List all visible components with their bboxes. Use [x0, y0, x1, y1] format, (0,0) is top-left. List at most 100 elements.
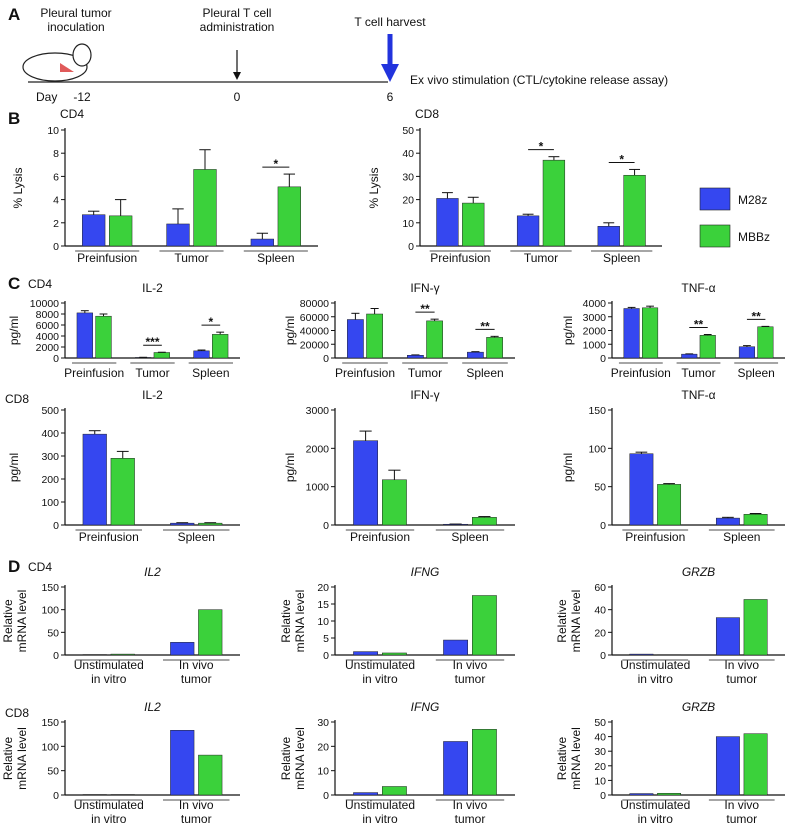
y-tick-label: 0	[600, 790, 606, 802]
x-tick-label: In vivo tumor	[453, 798, 488, 826]
chart-title: IFNG	[411, 565, 440, 579]
significance-label: **	[480, 319, 490, 333]
y-axis-label: pg/ml	[561, 316, 575, 345]
x-tick-label: Unstimulated in vitro	[74, 798, 144, 826]
bar	[443, 639, 469, 656]
bar	[642, 307, 659, 359]
y-tick-label: 20	[594, 627, 606, 639]
significance-label: **	[694, 317, 704, 331]
y-tick-label: 0	[600, 650, 606, 662]
bar	[629, 793, 654, 796]
y-tick-label: 0	[53, 650, 59, 662]
bar	[623, 174, 646, 247]
bar	[699, 335, 716, 359]
bar	[76, 312, 93, 359]
y-axis-label: RelativemRNA level	[1, 727, 29, 790]
bar	[436, 198, 459, 247]
bar	[657, 792, 682, 796]
bar	[110, 653, 135, 656]
panel-label: B	[8, 109, 20, 128]
bar	[743, 733, 768, 796]
legend-label: MBBz	[738, 230, 770, 244]
y-tick-label: 30	[594, 746, 606, 758]
y-axis-label: pg/ml	[283, 316, 297, 345]
bar	[153, 352, 170, 359]
x-tick-label: Spleen	[178, 530, 215, 544]
row-label: CD8	[5, 706, 29, 720]
y-tick-label: 0	[323, 520, 329, 532]
chart-title: IFNG	[411, 700, 440, 714]
x-tick-label: Spleen	[737, 366, 774, 380]
chart-title: IL-2	[142, 281, 163, 295]
y-tick-label: 200	[41, 474, 59, 486]
y-tick-label: 10	[317, 766, 329, 778]
y-tick-label: 50	[47, 766, 59, 778]
timeline-note: Ex vivo stimulation (CTL/cytokine releas…	[410, 73, 668, 87]
y-tick-label: 4000	[36, 331, 60, 343]
day-label: Day	[36, 90, 57, 104]
y-tick-label: 20	[594, 761, 606, 773]
x-tick-label: In vivo tumor	[724, 798, 759, 826]
x-tick-label: In vivo tumor	[179, 658, 214, 686]
y-tick-label: 2000	[36, 342, 60, 354]
y-tick-label: 100	[41, 497, 59, 509]
x-tick-label: Preinfusion	[64, 366, 124, 380]
bar	[382, 786, 407, 796]
y-tick-label: 20000	[300, 339, 329, 351]
x-tick-label: In vivo tumor	[453, 658, 488, 686]
y-tick-label: 40000	[300, 326, 329, 338]
y-tick-label: 50	[594, 482, 606, 494]
y-tick-label: 10	[47, 125, 59, 137]
bar	[516, 215, 540, 247]
y-tick-label: 5	[323, 633, 329, 645]
y-tick-label: 80000	[300, 298, 329, 310]
bar	[715, 617, 740, 656]
y-tick-label: 150	[588, 405, 606, 417]
bar	[353, 651, 379, 656]
chart-title: CD8	[415, 107, 439, 121]
bar	[681, 353, 698, 359]
x-tick-label: Tumor	[408, 366, 442, 380]
y-tick-label: 50	[594, 717, 606, 729]
y-tick-label: 0	[53, 241, 59, 253]
y-tick-label: 100	[588, 443, 606, 455]
significance-label: *	[273, 157, 278, 171]
x-tick-label: In vivo tumor	[179, 798, 214, 826]
y-tick-label: 300	[41, 451, 59, 463]
bar	[366, 313, 383, 359]
y-tick-label: 20	[317, 741, 329, 753]
legend-swatch	[699, 224, 731, 248]
bar	[443, 741, 469, 796]
bar	[353, 792, 379, 796]
panel-label: C	[8, 274, 20, 293]
y-tick-label: 4000	[583, 298, 607, 310]
y-tick-label: 20	[317, 582, 329, 594]
bar	[629, 653, 654, 656]
y-tick-label: 100	[41, 741, 59, 753]
bar	[743, 514, 768, 526]
y-axis-label: % Lysis	[11, 168, 25, 209]
bar	[657, 484, 682, 526]
y-tick-label: 30	[317, 717, 329, 729]
y-tick-label: 60000	[300, 312, 329, 324]
y-tick-label: 0	[408, 241, 414, 253]
panel-label: A	[8, 5, 20, 24]
significance-label: **	[751, 309, 761, 323]
x-tick-label: Preinfusion	[350, 530, 410, 544]
bar	[198, 522, 223, 526]
y-tick-label: 500	[41, 405, 59, 417]
x-tick-label: Spleen	[723, 530, 760, 544]
bar	[629, 453, 654, 526]
significance-label: *	[539, 140, 544, 154]
bar	[347, 319, 364, 359]
bar	[382, 479, 407, 526]
bar	[597, 226, 620, 247]
y-tick-label: 3000	[583, 312, 607, 324]
chart-title: IL2	[144, 565, 161, 579]
arrowhead	[233, 72, 241, 80]
y-tick-label: 50	[402, 125, 414, 137]
x-tick-label: Spleen	[257, 251, 294, 265]
y-axis-label: pg/ml	[7, 453, 21, 482]
y-tick-label: 60	[594, 582, 606, 594]
